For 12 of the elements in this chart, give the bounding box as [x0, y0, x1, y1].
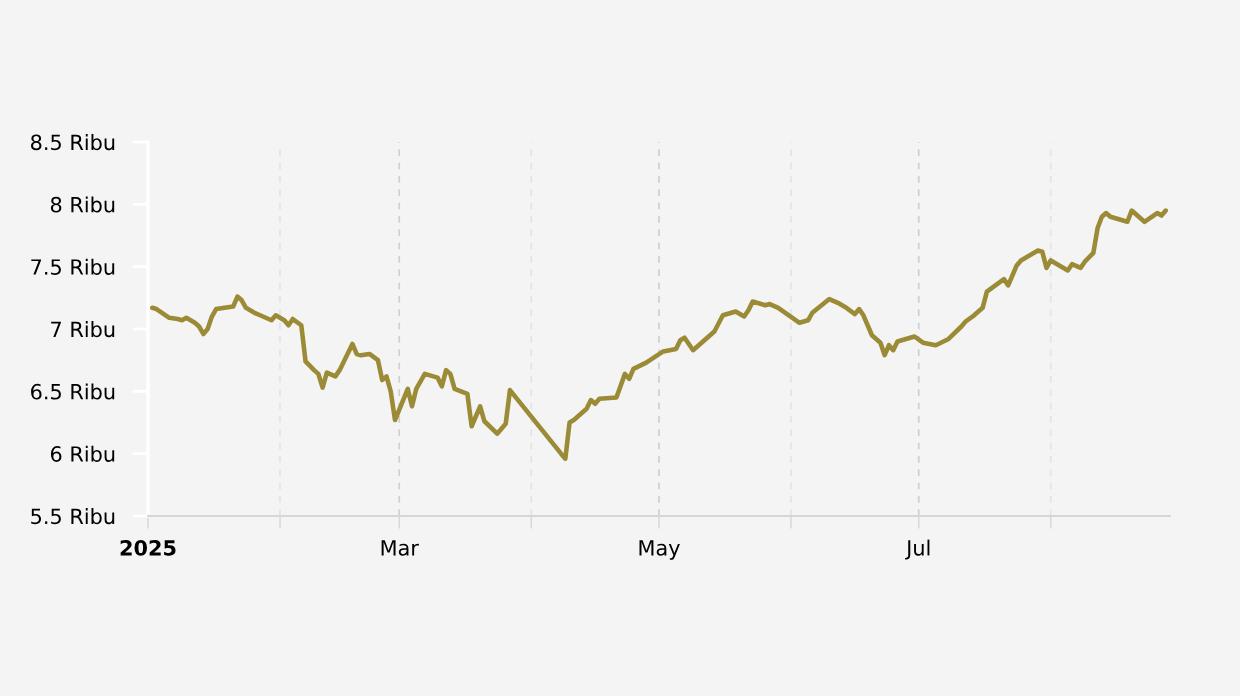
x-tick-label: May — [639, 540, 680, 560]
y-tick-label: 6 Ribu — [50, 445, 115, 462]
line-series — [149, 208, 1169, 461]
x-tick-label: Jul — [905, 539, 930, 560]
y-tick-label: 8.5 Ribu — [31, 134, 115, 151]
x-tick-label: 2025 — [120, 539, 176, 556]
y-tick-label: 8 Ribu — [50, 196, 115, 213]
y-tick-label: 6.5 Ribu — [31, 383, 115, 400]
y-tick-label: 7 Ribu — [51, 321, 115, 338]
y-tick-label: 7.5 Ribu — [31, 258, 115, 275]
y-tick-label: 5.5 Ribu — [31, 508, 115, 525]
x-tick-label: Mar — [381, 540, 419, 556]
